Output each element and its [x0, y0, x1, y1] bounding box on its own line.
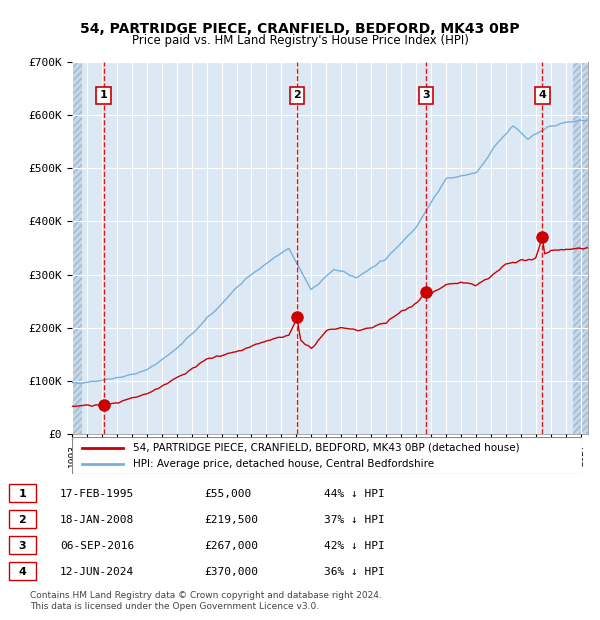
Text: £267,000: £267,000	[204, 541, 258, 551]
Text: 06-SEP-2016: 06-SEP-2016	[60, 541, 134, 551]
Text: 36% ↓ HPI: 36% ↓ HPI	[324, 567, 385, 577]
Text: 4: 4	[18, 567, 26, 577]
Text: 3: 3	[19, 541, 26, 551]
Text: £219,500: £219,500	[204, 515, 258, 525]
Text: 4: 4	[538, 91, 547, 100]
Text: Price paid vs. HM Land Registry's House Price Index (HPI): Price paid vs. HM Land Registry's House …	[131, 34, 469, 47]
Text: 42% ↓ HPI: 42% ↓ HPI	[324, 541, 385, 551]
Text: 18-JAN-2008: 18-JAN-2008	[60, 515, 134, 525]
Text: 3: 3	[422, 91, 430, 100]
Text: HPI: Average price, detached house, Central Bedfordshire: HPI: Average price, detached house, Cent…	[133, 459, 434, 469]
Text: £370,000: £370,000	[204, 567, 258, 577]
Text: 1: 1	[100, 91, 107, 100]
Text: 54, PARTRIDGE PIECE, CRANFIELD, BEDFORD, MK43 0BP: 54, PARTRIDGE PIECE, CRANFIELD, BEDFORD,…	[80, 22, 520, 36]
Text: Contains HM Land Registry data © Crown copyright and database right 2024.
This d: Contains HM Land Registry data © Crown c…	[30, 591, 382, 611]
Text: 37% ↓ HPI: 37% ↓ HPI	[324, 515, 385, 525]
Text: 2: 2	[19, 515, 26, 525]
Bar	[573, 62, 588, 434]
Text: 12-JUN-2024: 12-JUN-2024	[60, 567, 134, 577]
FancyBboxPatch shape	[72, 437, 582, 474]
Text: £55,000: £55,000	[204, 489, 251, 498]
Text: 54, PARTRIDGE PIECE, CRANFIELD, BEDFORD, MK43 0BP (detached house): 54, PARTRIDGE PIECE, CRANFIELD, BEDFORD,…	[133, 443, 520, 453]
Text: 17-FEB-1995: 17-FEB-1995	[60, 489, 134, 498]
Text: 2: 2	[293, 91, 301, 100]
Bar	[72, 62, 82, 434]
Text: 1: 1	[19, 489, 26, 498]
Text: 44% ↓ HPI: 44% ↓ HPI	[324, 489, 385, 498]
